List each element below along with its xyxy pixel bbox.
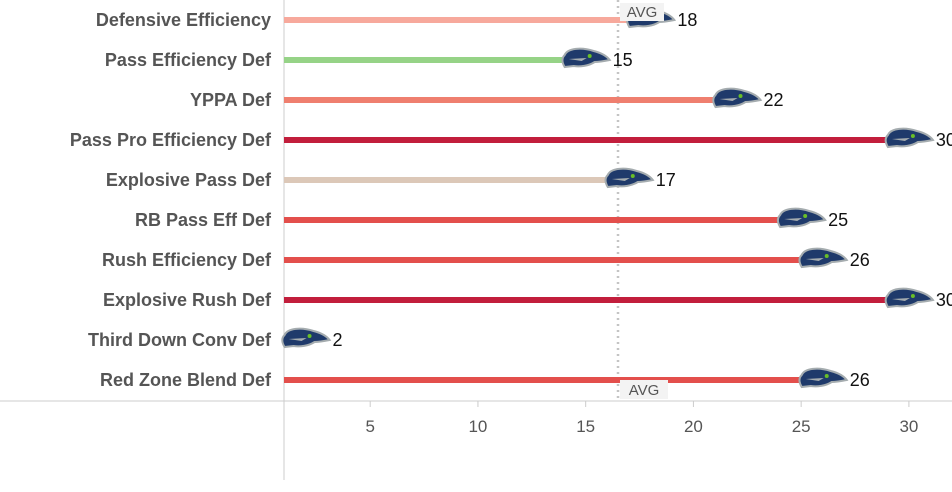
average-label-background (620, 380, 668, 399)
category-label: Rush Efficiency Def (102, 250, 272, 270)
logo-eye (738, 94, 743, 98)
x-tick-label: 5 (365, 417, 374, 436)
seahawks-logo-icon (604, 167, 655, 189)
x-tick-label: 15 (576, 417, 595, 436)
value-label: 15 (613, 50, 633, 70)
logo-head (712, 87, 763, 109)
logo-eye (910, 294, 915, 298)
seahawks-logo-icon (281, 327, 332, 349)
logo-stripe (719, 98, 738, 101)
logo-stripe (288, 338, 307, 341)
logo-eye (630, 174, 635, 178)
logo-head (798, 367, 849, 389)
value-label: 17 (656, 170, 676, 190)
category-label: Explosive Pass Def (106, 170, 272, 190)
category-label: Pass Efficiency Def (105, 50, 272, 70)
average-label-bottom: AVG (629, 382, 660, 399)
value-label: 2 (333, 330, 343, 350)
logo-stripe (568, 58, 587, 61)
seahawks-logo-icon (798, 367, 849, 389)
x-tick-label: 10 (468, 417, 487, 436)
category-label: Explosive Rush Def (103, 290, 272, 310)
seahawks-logo-icon (884, 127, 935, 149)
category-label: Red Zone Blend Def (100, 370, 272, 390)
logo-head (561, 47, 612, 69)
value-label: 26 (850, 370, 870, 390)
logo-eye (307, 334, 312, 338)
logo-head (604, 167, 655, 189)
category-label: Pass Pro Efficiency Def (70, 130, 272, 150)
average-label-top: AVG (627, 4, 658, 21)
logo-head (884, 127, 935, 149)
logo-stripe (891, 138, 910, 141)
value-label: 30 (936, 290, 952, 310)
x-tick-label: 20 (684, 417, 703, 436)
logo-head (884, 287, 935, 309)
x-tick-label: 25 (792, 417, 811, 436)
category-label: Third Down Conv Def (88, 330, 272, 350)
category-label: YPPA Def (190, 90, 272, 110)
chart-axes: 5 10 15 20 25 30 (0, 0, 952, 480)
logo-stripe (611, 178, 630, 181)
category-label: Defensive Efficiency (96, 10, 271, 30)
logo-stripe (891, 298, 910, 301)
chart-labels: Defensive Efficiency 18 Pass Efficiency De… (70, 3, 952, 399)
logo-eye (803, 214, 808, 218)
value-label: 18 (677, 10, 697, 30)
value-label: 25 (828, 210, 848, 230)
value-label: 26 (850, 250, 870, 270)
logo-eye (587, 54, 592, 58)
x-tick-label: 30 (899, 417, 918, 436)
logo-head (281, 327, 332, 349)
category-label: RB Pass Eff Def (135, 210, 272, 230)
logo-eye (824, 254, 829, 258)
logo-head (798, 247, 849, 269)
average-label-background (620, 3, 664, 21)
logo-head (776, 207, 827, 229)
seahawks-logo-icon (884, 287, 935, 309)
logo-eye (824, 374, 829, 378)
value-label: 30 (936, 130, 952, 150)
seahawks-logo-icon (561, 47, 612, 69)
seahawks-logo-icon (776, 207, 827, 229)
seahawks-logo-icon (712, 87, 763, 109)
logo-stripe (784, 218, 803, 221)
logo-stripe (805, 378, 824, 381)
logo-stripe (805, 258, 824, 261)
chart-bars (281, 7, 935, 389)
seahawks-logo-icon (798, 247, 849, 269)
value-label: 22 (764, 90, 784, 110)
logo-eye (910, 134, 915, 138)
